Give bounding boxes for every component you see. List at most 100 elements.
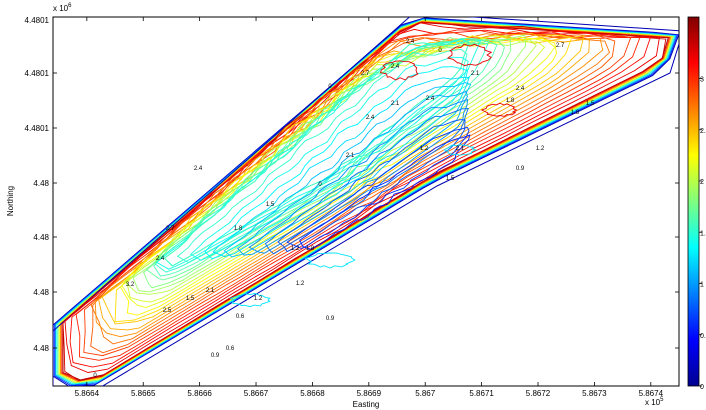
contour-label: 2.1 <box>206 288 215 294</box>
contour-line <box>237 90 468 256</box>
contour-label: 2.4 <box>391 64 400 70</box>
contour-label: 1.8 <box>306 246 315 252</box>
x-tick-label: 5.8664 <box>75 389 100 398</box>
contour-line <box>143 37 512 289</box>
x-tick-label: 5.8667 <box>244 389 269 398</box>
contour-label: 2.4 <box>366 115 375 121</box>
contour-line <box>189 56 469 261</box>
x-tick-label: 5.8669 <box>357 389 382 398</box>
contour-lines <box>53 17 679 386</box>
contour-line <box>64 22 660 373</box>
contour-label: 1.8 <box>506 98 515 104</box>
colorbar-tick-label: 1. <box>700 230 706 237</box>
contour-label: 2.4 <box>406 39 415 45</box>
contour-line <box>248 98 469 254</box>
contour-line <box>229 292 271 308</box>
y-exponent-power: 6 <box>68 3 72 9</box>
x-tick-label: 5.8674 <box>639 389 664 398</box>
contour-label: 1.2 <box>291 246 300 252</box>
contour-label: 0.9 <box>211 353 220 359</box>
contour-label: 0 <box>318 182 322 188</box>
contour-label: 1.2 <box>296 281 305 287</box>
contour-line <box>57 19 675 384</box>
y-tick-label: 4.4801 <box>25 124 50 133</box>
contour-line <box>443 143 478 156</box>
x-exponent-label: x 105 <box>645 397 664 407</box>
contour-label: 0.9 <box>326 316 335 322</box>
contour-label: 2.7 <box>166 226 175 232</box>
contour-line <box>304 252 356 269</box>
contour-line <box>60 20 672 383</box>
contour-label: 2.5 <box>163 308 172 314</box>
x-tick-label: 5.867 <box>415 389 436 398</box>
colorbar-tick-label: 1 <box>700 282 704 289</box>
contour-line <box>380 60 419 81</box>
contour-line <box>83 32 632 357</box>
contour-label: 1.5 <box>186 296 195 302</box>
contour-label: 2.1 <box>471 71 480 77</box>
contour-labels: 0 0 0 2.4 2.1 2.4 2.7 2.7 2.4 2.1 1.8 1.8 1.5 1.2 0.9 2… <box>93 39 595 379</box>
contour-label: 2.7 <box>556 43 565 49</box>
contour-line <box>154 40 489 273</box>
x-tick-label: 5.8668 <box>300 389 325 398</box>
contour-label: 2.4 <box>194 166 203 172</box>
colorbar-tick-label: 2 <box>700 179 704 186</box>
y-tick-label: 4.4801 <box>25 16 50 25</box>
contour-line <box>446 43 493 67</box>
colorbar-tick-label: 0 <box>700 384 704 391</box>
y-tick-label: 4.48 <box>33 233 49 242</box>
contour-label: 0 <box>328 84 332 90</box>
contour-label: 2.7 <box>361 71 370 77</box>
colorbar-ticks: 0 0. 1 1. 2 2. 3 <box>699 77 706 391</box>
contour-label: 2.1 <box>391 101 400 107</box>
contour-line <box>286 126 470 249</box>
contour-line <box>163 37 470 267</box>
contour-line <box>114 34 573 323</box>
contour-label: 1.2 <box>420 146 429 152</box>
contour-label: 2.4 <box>426 96 435 102</box>
contour-label: 2.1 <box>456 146 465 152</box>
contour-line <box>90 33 611 345</box>
y-tick-label: 4.4801 <box>25 69 50 78</box>
contour-line <box>132 34 527 293</box>
colorbar <box>687 16 700 387</box>
x-axis-label: Easting <box>353 400 380 409</box>
contour-label: 0 <box>438 48 442 54</box>
x-tick-label: 5.8671 <box>469 389 494 398</box>
contour-label: 1.8 <box>234 226 243 232</box>
contour-line <box>101 35 585 325</box>
contour-line <box>176 48 468 264</box>
contour-label: 2.4 <box>156 256 165 262</box>
contour-label: 1.2 <box>254 296 263 302</box>
x-tick-label: 5.8665 <box>131 389 156 398</box>
x-tick-label: 5.8673 <box>582 389 607 398</box>
contour-label: 0 <box>93 373 97 379</box>
x-exponent-power: 5 <box>660 397 664 403</box>
contour-label: 1.5 <box>446 176 455 182</box>
contour-label: 1.2 <box>536 146 545 152</box>
colorbar-tick-label: 3 <box>700 77 704 84</box>
y-axis-label: Northing <box>6 186 15 216</box>
contour-label: 0.6 <box>226 346 235 352</box>
contour-line <box>277 119 466 253</box>
contour-line <box>480 102 518 117</box>
contour-label: 1.5 <box>586 101 595 107</box>
colorbar-tick-label: 2. <box>700 128 706 135</box>
contour-label: 0.6 <box>236 314 245 320</box>
contour-label: 2.1 <box>346 153 355 159</box>
y-tick-label: 4.48 <box>33 344 49 353</box>
contour-label: 1.5 <box>266 202 275 208</box>
x-axis: 5.8664 5.8665 5.8666 5.8667 5.8668 5.8669 5.86… <box>75 17 664 398</box>
y-axis: 4.48 4.48 4.48 4.48 4.4801 4.4801 4.4801 <box>25 16 679 353</box>
contour-line <box>121 36 556 308</box>
y-tick-label: 4.48 <box>33 179 49 188</box>
y-tick-label: 4.48 <box>33 288 49 297</box>
contour-line <box>223 82 472 258</box>
contour-line <box>53 17 679 386</box>
x-tick-label: 5.8666 <box>187 389 212 398</box>
x-tick-label: 5.8672 <box>526 389 551 398</box>
contour-line <box>264 108 469 255</box>
contour-label: 0.9 <box>516 166 525 172</box>
contour-label: 2.4 <box>516 86 525 92</box>
